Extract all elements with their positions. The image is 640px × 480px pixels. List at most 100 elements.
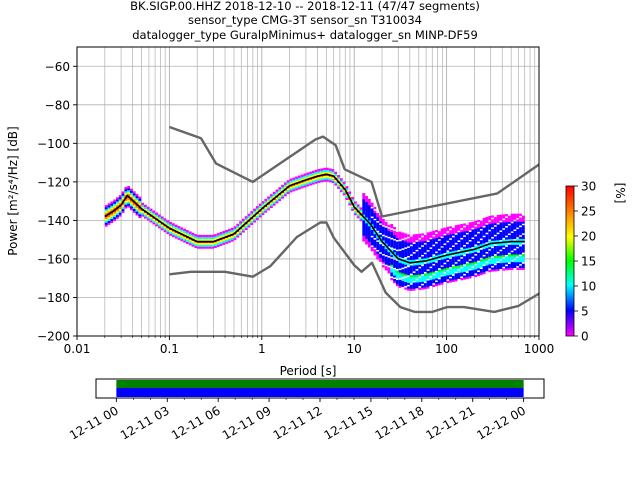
density-cell	[127, 191, 131, 195]
density-cell	[379, 259, 382, 262]
density-cell	[429, 235, 433, 238]
density-cell	[418, 249, 422, 252]
density-cell	[365, 195, 368, 199]
density-cell	[370, 227, 374, 231]
density-cell	[435, 247, 438, 250]
density-cell	[395, 264, 399, 267]
density-cell	[471, 273, 475, 277]
density-cell	[334, 171, 338, 175]
density-cell	[465, 263, 469, 266]
density-cell	[356, 213, 360, 217]
density-cell	[449, 249, 452, 252]
density-cell	[418, 283, 422, 287]
density-cell	[482, 256, 486, 259]
density-cell	[365, 199, 368, 203]
density-cell	[381, 230, 385, 233]
density-cell	[496, 224, 500, 227]
density-cell	[426, 265, 430, 268]
density-cell	[401, 236, 405, 239]
density-cell	[463, 256, 466, 259]
density-cell	[362, 221, 366, 225]
density-cell	[454, 250, 458, 253]
density-cell	[345, 197, 349, 201]
density-cell	[367, 200, 371, 204]
density-cell	[510, 217, 514, 220]
density-cell	[384, 243, 388, 246]
density-cell	[157, 224, 161, 227]
density-cell	[297, 187, 301, 190]
density-cell	[309, 181, 312, 184]
density-cell	[435, 268, 438, 271]
density-cell	[429, 264, 433, 267]
density-cell	[505, 266, 508, 269]
density-cell	[415, 272, 419, 275]
density-cell	[443, 273, 447, 277]
density-cell	[432, 269, 436, 272]
density-cell	[384, 248, 388, 252]
density-cell	[446, 248, 450, 251]
density-cell	[356, 215, 360, 219]
density-cell	[393, 275, 396, 278]
density-cell	[426, 245, 430, 249]
density-cell	[373, 212, 377, 215]
density-cell	[404, 268, 408, 271]
density-cell	[471, 229, 475, 232]
density-cell	[163, 222, 167, 225]
density-cell	[113, 201, 117, 204]
density-cell	[373, 216, 377, 219]
density-cell	[211, 244, 214, 247]
density-cell	[479, 265, 483, 268]
density-cell	[499, 224, 503, 227]
density-cell	[376, 236, 380, 239]
density-cell	[502, 258, 506, 262]
density-cell	[144, 204, 147, 208]
density-cell	[418, 281, 422, 285]
density-cell	[376, 238, 380, 241]
density-cell	[457, 238, 461, 241]
density-cell	[435, 249, 438, 252]
density-cell	[409, 265, 413, 268]
density-cell	[163, 226, 167, 229]
density-cell	[401, 244, 405, 247]
density-cell	[404, 273, 408, 277]
density-cell	[169, 221, 172, 225]
density-cell	[460, 268, 464, 271]
density-cell	[519, 238, 522, 242]
density-cell	[110, 201, 114, 204]
density-cell	[499, 243, 503, 246]
density-cell	[519, 256, 522, 259]
density-cell	[421, 266, 424, 269]
density-cell	[141, 204, 145, 208]
density-cell	[401, 280, 405, 284]
density-cell	[230, 239, 234, 242]
density-cell	[365, 230, 368, 233]
density-cell	[367, 231, 371, 235]
density-cell	[415, 251, 419, 254]
density-cell	[250, 220, 254, 224]
density-cell	[513, 227, 517, 230]
density-cell	[393, 269, 396, 272]
density-cell	[457, 232, 461, 235]
density-cell	[107, 216, 111, 220]
density-cell	[440, 272, 444, 276]
density-cell	[407, 242, 410, 245]
density-cell	[488, 227, 492, 230]
density-cell	[485, 240, 489, 243]
density-cell	[258, 205, 262, 208]
density-cell	[502, 214, 506, 217]
density-cell	[250, 214, 254, 218]
density-cell	[149, 210, 153, 213]
density-cell	[465, 247, 469, 251]
density-cell	[499, 222, 503, 225]
density-cell	[107, 209, 111, 212]
density-cell	[519, 259, 522, 263]
density-cell	[460, 264, 464, 267]
density-cell	[395, 231, 399, 235]
density-cell	[104, 216, 108, 219]
density-cell	[407, 282, 410, 285]
density-cell	[205, 236, 209, 240]
density-cell	[463, 248, 466, 251]
density-cell	[491, 267, 494, 270]
density-cell	[132, 197, 136, 200]
density-cell	[188, 233, 192, 236]
